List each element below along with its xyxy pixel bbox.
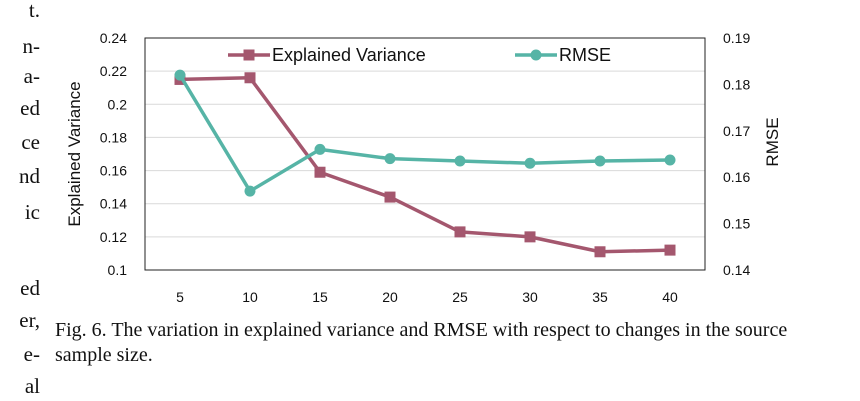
y2-tick-label: 0.16 xyxy=(723,169,750,185)
y-tick-label: 0.2 xyxy=(108,96,128,112)
x-tick-label: 15 xyxy=(312,289,328,305)
left-column-line: t. xyxy=(28,0,40,22)
legend-label: Explained Variance xyxy=(272,45,426,65)
data-point xyxy=(314,143,326,155)
data-point xyxy=(314,166,326,178)
left-column-line: er, xyxy=(19,308,40,332)
y-tick-label: 0.24 xyxy=(100,30,127,46)
y-tick-label: 0.16 xyxy=(100,163,127,179)
y-tick-label: 0.12 xyxy=(100,229,127,245)
x-tick-label: 40 xyxy=(662,289,678,305)
y2-tick-label: 0.15 xyxy=(723,216,750,232)
left-column-line: e- xyxy=(23,342,40,366)
x-tick-label: 30 xyxy=(522,289,538,305)
data-point xyxy=(524,157,536,169)
y-tick-label: 0.22 xyxy=(100,63,127,79)
x-tick-label: 35 xyxy=(592,289,608,305)
x-tick-label: 20 xyxy=(382,289,398,305)
left-column-line: ed xyxy=(20,96,40,120)
left-column-line: a- xyxy=(23,64,40,88)
y-tick-label: 0.14 xyxy=(100,196,127,212)
data-point xyxy=(664,244,676,256)
legend-label: RMSE xyxy=(559,45,611,65)
data-point xyxy=(174,69,186,81)
y2-tick-label: 0.19 xyxy=(723,30,750,46)
data-point xyxy=(454,226,466,238)
left-column-line: al xyxy=(24,374,40,398)
data-point xyxy=(244,185,256,197)
data-point xyxy=(384,191,396,203)
left-column-line: n- xyxy=(22,34,41,58)
y2-axis-title: RMSE xyxy=(763,117,782,166)
data-point xyxy=(664,154,676,166)
legend-marker xyxy=(530,49,542,61)
series-line xyxy=(178,74,671,193)
figure-caption: Fig. 6. The variation in explained varia… xyxy=(55,319,788,366)
y2-tick-label: 0.18 xyxy=(723,76,750,92)
data-point xyxy=(454,155,466,167)
y-axis-title: Explained Variance xyxy=(65,81,84,226)
x-tick-label: 10 xyxy=(242,289,258,305)
x-tick-label: 5 xyxy=(176,289,184,305)
left-column-line: ce xyxy=(21,130,40,154)
left-column-line: nd xyxy=(19,164,40,188)
left-column-text: t. n-a-ed ce nd ic ed er, e-al xyxy=(0,0,40,401)
left-column-line: ic xyxy=(24,200,40,224)
data-point xyxy=(594,155,606,167)
plot-area xyxy=(144,37,706,271)
left-column-line: ed xyxy=(20,276,40,300)
data-point xyxy=(244,72,256,84)
x-tick-label: 25 xyxy=(452,289,468,305)
data-point xyxy=(524,231,536,243)
y-tick-label: 0.1 xyxy=(108,262,128,278)
data-point xyxy=(594,246,606,258)
y2-tick-label: 0.14 xyxy=(723,262,750,278)
y2-tick-label: 0.17 xyxy=(723,123,750,139)
data-point xyxy=(384,153,396,165)
legend-marker xyxy=(243,49,255,61)
series-line xyxy=(179,76,671,254)
chart: 0.1 0.12 0.14 0.16 0.18 0.2 0.22 0.24 0.14 0.15 0.… xyxy=(65,30,782,305)
y-tick-label: 0.18 xyxy=(100,129,127,145)
